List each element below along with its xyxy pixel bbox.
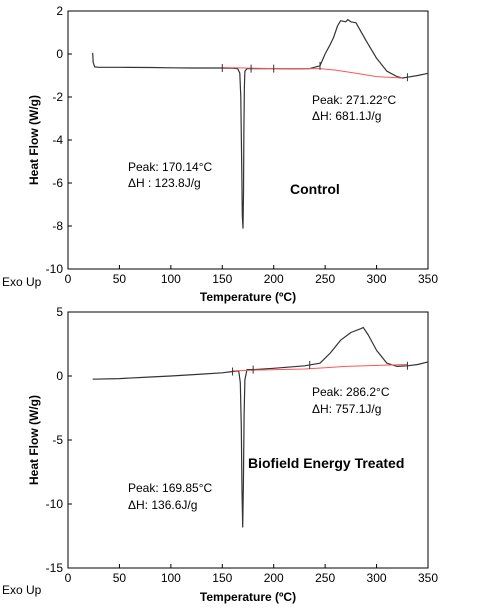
treated-baseline-curve: [232, 364, 408, 372]
treated-annotation-exo-dh: ΔH: 757.1J/g: [312, 402, 381, 416]
control-plot-frame: [67, 10, 429, 270]
control-x-tick-label: 0: [65, 272, 72, 286]
control-y-tick-label: -2: [52, 90, 63, 104]
treated-x-tick-label: 200: [264, 571, 284, 585]
control-baseline-curve: [222, 67, 403, 79]
control-y-axis-label: Heat Flow (W/g): [27, 95, 41, 185]
control-y-tick-label: -10: [46, 262, 64, 276]
control-y-tick-label: -8: [52, 219, 63, 233]
treated-x-axis-label: Temperature (ºC): [200, 590, 296, 604]
control-y-tick-label: 0: [56, 47, 63, 61]
treated-title: Biofield Energy Treated: [248, 455, 404, 471]
control-annotation-exo-dh: ΔH: 681.1J/g: [312, 109, 381, 123]
treated-annotation-endo-dh: ΔH: 136.6J/g: [128, 498, 197, 512]
treated-heat-flow-curve: [92, 326, 429, 528]
control-annotation-endo-peak: Peak: 170.14°C: [128, 160, 213, 174]
treated-exo-up-label: Exo Up: [2, 583, 42, 597]
treated-y-tick-label: 5: [56, 305, 63, 319]
control-title: Control: [290, 181, 340, 197]
treated-x-tick-label: 350: [418, 571, 438, 585]
control-y-tick-label: -6: [52, 176, 63, 190]
treated-x-tick-label: 250: [315, 571, 335, 585]
treated-x-tick-label: 150: [212, 571, 232, 585]
treated-x-tick-label: 100: [161, 571, 181, 585]
treated-annotation-exo-peak: Peak: 286.2°C: [312, 385, 390, 399]
control-y-tick-label: -4: [52, 133, 63, 147]
control-series: [92, 19, 429, 229]
control-annotation-exo-peak: Peak: 271.22°C: [312, 93, 397, 107]
control-x-tick-label: 200: [264, 272, 284, 286]
control-y-tick-label: 2: [56, 4, 63, 18]
treated-markers: [232, 360, 408, 376]
control-exo-up-label: Exo Up: [2, 275, 42, 289]
control-x-tick-label: 350: [418, 272, 438, 286]
treated-plot-frame: [67, 311, 429, 569]
control-heat-flow-curve: [92, 19, 429, 229]
control-markers: [221, 61, 408, 82]
treated-series: [92, 326, 429, 528]
treated-y-tick-label: -5: [52, 433, 63, 447]
control-x-tick-label: 250: [315, 272, 335, 286]
treated-x-tick-label: 50: [113, 571, 127, 585]
control-x-axis-label: Temperature (ºC): [200, 290, 296, 304]
control-x-tick-label: 50: [113, 272, 127, 286]
treated-y-tick-label: 0: [56, 369, 63, 383]
treated-y-tick-label: -10: [46, 497, 64, 511]
control-ticks: 0 50 100 150 200 250 300 350 2 0 -2 -4 -6 -8 -10: [46, 4, 439, 286]
control-annotation-endo-dh: ΔH : 123.8J/g: [128, 176, 201, 190]
control-panel: 0 50 100 150 200 250 300 350 2 0 -2 -4 -6 -8 -10 Tempe…: [2, 4, 438, 304]
treated-annotation-endo-peak: Peak: 169.85°C: [128, 481, 213, 495]
control-x-tick-label: 100: [161, 272, 181, 286]
treated-y-tick-label: -15: [46, 561, 64, 575]
treated-y-axis-label: Heat Flow (W/g): [27, 395, 41, 485]
treated-x-tick-label: 300: [367, 571, 387, 585]
treated-x-tick-label: 0: [65, 571, 72, 585]
control-x-tick-label: 300: [367, 272, 387, 286]
control-x-tick-label: 150: [212, 272, 232, 286]
